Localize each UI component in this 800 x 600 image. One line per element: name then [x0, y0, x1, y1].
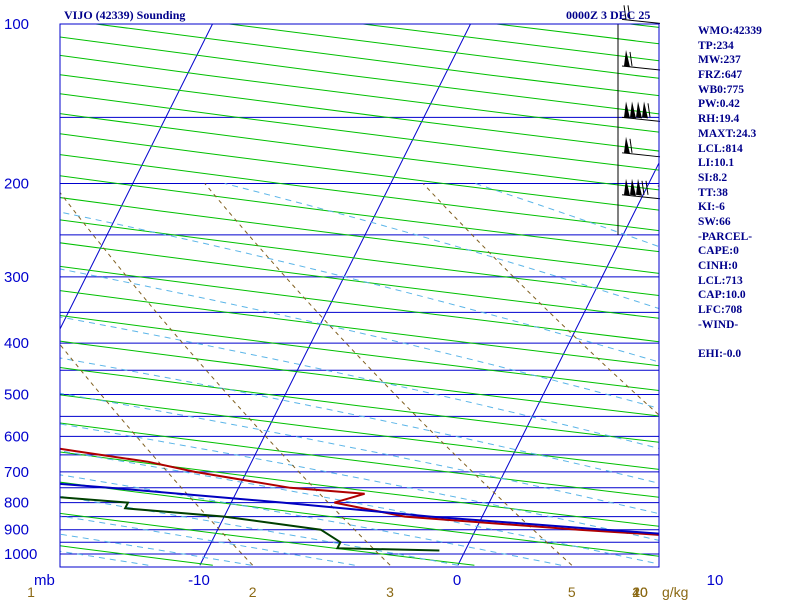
moist-adiabat: [60, 211, 659, 363]
pressure-tick-labels: 100 200 300 400 500 600 700 800 900 1000: [4, 16, 37, 563]
dry-adiabats: [60, 24, 800, 566]
dry-adiabat: [60, 367, 659, 443]
pressure-tick-label: 300: [4, 269, 29, 286]
stability-index: KI:-6: [698, 201, 725, 214]
stability-index: LCL:713: [698, 274, 743, 287]
mixing-ratio-unit: g/kg: [662, 584, 688, 600]
stability-index: LCL:814: [698, 142, 743, 155]
pressure-tick-label: 700: [4, 464, 29, 481]
moist-adiabat: [60, 495, 458, 566]
dry-adiabat: [60, 512, 475, 566]
moist-adiabat: [60, 268, 659, 409]
mixing-ratio-lines: [60, 183, 659, 566]
wind-barb: [621, 49, 661, 71]
stability-index: WB0:775: [698, 83, 744, 96]
pressure-tick-label: 500: [4, 386, 29, 403]
stability-index: CAP:10.0: [698, 289, 746, 302]
stability-index: TT:38: [698, 186, 728, 199]
wind-barb: [621, 136, 661, 158]
moist-adiabat: [60, 316, 659, 449]
sounding-profiles: [60, 447, 659, 552]
plot-background: [60, 24, 659, 567]
stability-index: MAXT:24.3: [698, 127, 757, 140]
stability-index: CAPE:0: [698, 245, 739, 258]
pressure-tick-label: 400: [4, 335, 29, 352]
mixing-ratio-line: [204, 183, 573, 566]
mixing-ratio-tick-label: 2: [249, 584, 257, 600]
temperature-profile: [60, 447, 659, 536]
stability-index: SI:8.2: [698, 171, 728, 184]
moist-adiabat: [60, 392, 659, 515]
moist-adiabat: [60, 515, 355, 566]
pressure-tick-label: 1000: [4, 546, 37, 563]
temperature-tick-label: -10: [188, 572, 210, 589]
moist-adiabat: [60, 423, 659, 541]
stability-index: EHI:-0.0: [698, 348, 742, 361]
dry-adiabat: [60, 219, 659, 297]
dry-adiabat: [60, 175, 659, 253]
dry-adiabat: [60, 422, 659, 498]
mixing-ratio-tick-label: 3: [386, 584, 394, 600]
parcel-trace: [60, 482, 659, 535]
stability-indices-list: WMO:42339 TP:234 MW:237 FRZ:647 WB0:775 PW:0.…: [698, 24, 762, 362]
stability-index: MW:237: [698, 54, 741, 67]
stability-index: LI:10.1: [698, 157, 735, 170]
stability-index: -PARCEL-: [698, 230, 753, 243]
wind-barb: [621, 5, 661, 24]
moist-adiabat: [60, 474, 562, 566]
dry-adiabat: [60, 197, 659, 274]
moist-adiabats: [60, 183, 659, 566]
dewpoint-profile: [60, 496, 440, 552]
isotherm: [60, 24, 213, 331]
temperature-tick-label: 10: [707, 572, 724, 589]
stability-index: TP:234: [698, 39, 734, 52]
wind-barb: [621, 178, 661, 200]
wind-barbs-column: [617, 5, 661, 235]
dry-adiabat: [60, 394, 659, 470]
isobar-isotherm-grid: [60, 24, 659, 566]
mixing-ratio-tick-label: 20: [632, 584, 648, 600]
valid-time: 0000Z 3 DEC 25: [566, 8, 651, 22]
mixing-ratio-tick-label: 40: [632, 584, 648, 600]
dry-adiabat: [60, 481, 659, 557]
stability-index: RH:19.4: [698, 113, 740, 126]
stability-index: SW:66: [698, 215, 731, 228]
temperature-tick-label: 0: [453, 572, 461, 589]
pressure-tick-label: 900: [4, 522, 29, 539]
isotherm: [457, 161, 659, 566]
stability-index: -WIND-: [698, 318, 739, 331]
pressure-axis-label: mb: [34, 572, 55, 589]
stability-index: LFC:708: [698, 304, 743, 317]
pressure-tick-label: 600: [4, 428, 29, 445]
pressure-tick-label: 100: [4, 16, 29, 33]
stability-index: WMO:42339: [698, 25, 762, 37]
mixing-ratio-tick-label: 5: [568, 584, 576, 600]
isotherm: [199, 24, 471, 566]
mixing-ratio-tick-label: 1: [27, 584, 35, 600]
pressure-tick-label: 800: [4, 495, 29, 512]
mixing-ratio-line: [60, 343, 254, 566]
dry-adiabat: [764, 24, 800, 565]
sounding-title: VIJO (42339) Sounding: [64, 8, 186, 22]
mixing-ratio-tick-labels: 0.10.20.61235102040g/kg: [27, 584, 688, 600]
pressure-tick-label: 200: [4, 176, 29, 193]
stability-index: FRZ:647: [698, 69, 743, 82]
stability-index: [698, 332, 762, 347]
wind-barb: [621, 101, 661, 122]
temperature-tick-labels: mb-80-70-60-50-40-30-20-10010203040: [34, 572, 724, 589]
mixing-ratio-tick-label: 10: [632, 584, 648, 600]
plot-frame: [59, 23, 660, 568]
stability-index: CINH:0: [698, 260, 738, 272]
stability-index: PW:0.42: [698, 98, 740, 111]
